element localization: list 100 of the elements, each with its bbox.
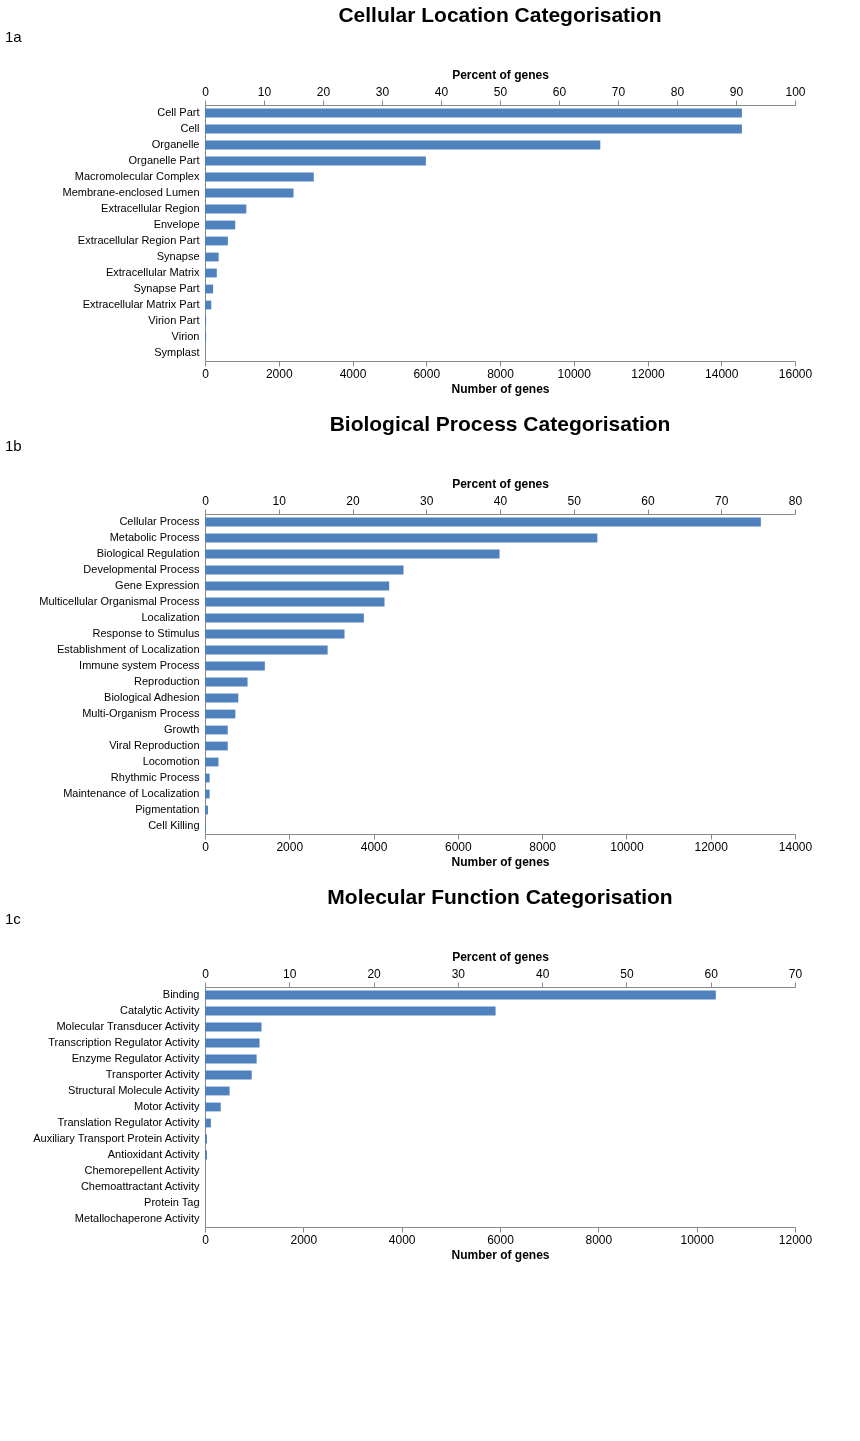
y-tick-label: Pigmentation [135, 803, 200, 815]
x-tick-label: 0 [202, 1232, 210, 1247]
x2-tick-label: 60 [552, 84, 567, 99]
y-tick-label: Antioxidant Activity [107, 1148, 200, 1160]
x2-tick-label: 60 [704, 966, 719, 981]
y-tick-label: Biological Adhesion [104, 691, 200, 703]
text: 1a [5, 28, 23, 45]
bar [205, 533, 598, 543]
y-tick-label: Virion [171, 330, 200, 342]
x2-tick-label: 50 [493, 84, 508, 99]
x-tick-label: 0 [202, 839, 210, 854]
bar [205, 709, 236, 719]
x-axis-title: Number of genes [451, 381, 550, 396]
chart-title: Molecular Function Categorisation [327, 885, 673, 908]
y-tick-label: Structural Molecule Activity [68, 1084, 200, 1096]
x2-tick-label: 70 [788, 966, 803, 981]
bar [205, 677, 248, 687]
bar [205, 597, 385, 607]
x-tick-label: 12000 [694, 839, 729, 854]
x-tick-label: 4000 [360, 839, 388, 854]
y-tick-label: Metabolic Process [109, 531, 200, 543]
x-tick-label: 10000 [680, 1232, 715, 1247]
x2-tick-label: 40 [434, 84, 449, 99]
x-tick-label: 8000 [529, 839, 557, 854]
y-tick-label: Chemoattractant Activity [80, 1180, 200, 1192]
x2-tick-label: 50 [620, 966, 634, 981]
x2-tick-label: 10 [272, 493, 287, 508]
y-tick-label: Binding [162, 988, 200, 1000]
y-tick-label: Maintenance of Localization [63, 787, 200, 799]
x2-tick-label: 30 [375, 84, 390, 99]
x-tick-label: 14000 [705, 366, 739, 381]
x-axis-title: Number of genes [451, 1247, 550, 1262]
y-tick-label: Immune system Process [79, 659, 200, 671]
x-tick-label: 6000 [487, 1232, 515, 1247]
y-tick-label: Response to Stimulus [92, 627, 200, 639]
y-tick-label: Cell [180, 122, 200, 134]
y-tick-label: Virion Part [148, 314, 200, 326]
x2-tick-label: 80 [788, 493, 803, 508]
y-tick-label: Membrane-enclosed Lumen [62, 186, 200, 198]
bar [205, 188, 294, 198]
bar [205, 613, 364, 623]
y-tick-label: Extracellular Matrix Part [82, 298, 200, 310]
x2-axis-title: Percent of genes [452, 949, 550, 964]
y-tick-label: Cellular Process [119, 515, 200, 527]
x-tick-label: 8000 [585, 1232, 613, 1247]
chart-title: Biological Process Categorisation [329, 412, 671, 435]
bar [205, 108, 742, 118]
y-tick-label: Extracellular Matrix [105, 266, 200, 278]
x2-tick-label: 80 [670, 84, 685, 99]
bar [205, 789, 210, 799]
y-tick-label: Locomotion [142, 755, 200, 767]
y-tick-label: Transcription Regulator Activity [48, 1036, 200, 1048]
bar [205, 773, 210, 783]
bar [205, 565, 404, 575]
x-tick-label: 8000 [487, 366, 515, 381]
bar [205, 517, 761, 527]
y-tick-label: Organelle Part [128, 154, 200, 166]
x2-tick-label: 40 [535, 966, 550, 981]
x-tick-label: 14000 [778, 839, 813, 854]
x-tick-label: 4000 [339, 366, 367, 381]
bar [205, 1118, 211, 1128]
bar [205, 172, 314, 182]
bar [205, 1038, 260, 1048]
bar [205, 693, 239, 703]
bar [205, 236, 228, 246]
y-tick-label: Reproduction [134, 675, 200, 687]
x-tick-label: 16000 [778, 366, 813, 381]
y-tick-label: Transporter Activity [105, 1068, 200, 1080]
x2-tick-label: 10 [283, 966, 297, 981]
y-tick-label: Chemorepellent Activity [84, 1164, 200, 1176]
bar [205, 220, 236, 230]
bar [205, 725, 228, 735]
bar [205, 645, 328, 655]
bar [205, 156, 426, 166]
bar [205, 805, 208, 815]
x2-tick-label: 60 [641, 493, 655, 508]
bar [205, 1006, 496, 1016]
x2-tick-label: 70 [611, 84, 626, 99]
y-tick-label: Protein Tag [144, 1196, 200, 1208]
y-tick-label: Rhythmic Process [110, 771, 200, 783]
y-tick-label: Localization [141, 611, 200, 623]
x-tick-label: 10000 [610, 839, 644, 854]
y-tick-label: Multicellular Organismal Process [39, 595, 200, 607]
bar [205, 990, 716, 1000]
y-tick-label: Extracellular Region Part [77, 234, 200, 246]
y-tick-label: Molecular Transducer Activity [56, 1020, 200, 1032]
y-tick-label: Growth [164, 723, 200, 735]
y-tick-label: Multi-Organism Process [82, 707, 200, 719]
bar [205, 1022, 262, 1032]
bar [205, 661, 265, 671]
y-tick-label: Envelope [153, 218, 200, 230]
bar [205, 124, 742, 134]
x2-tick-label: 20 [367, 966, 382, 981]
x2-tick-label: 70 [715, 493, 729, 508]
y-tick-label: Cell Killing [148, 819, 200, 831]
y-tick-label: Macromolecular Complex [74, 170, 200, 182]
x-tick-label: 10000 [557, 366, 592, 381]
y-tick-label: Enzyme Regulator Activity [71, 1052, 200, 1064]
bar [205, 741, 228, 751]
x2-tick-label: 30 [420, 493, 434, 508]
